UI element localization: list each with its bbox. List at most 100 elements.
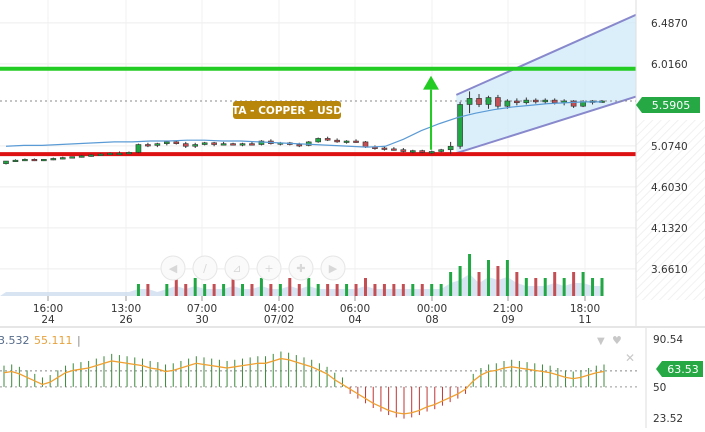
volume-bar xyxy=(146,284,150,296)
time-label: 00:00 xyxy=(417,303,447,315)
candle-body xyxy=(164,141,170,144)
candle xyxy=(88,154,94,157)
candle xyxy=(258,140,265,146)
candle-body xyxy=(3,160,9,164)
volume-bar xyxy=(562,278,566,296)
up-arrow-icon[interactable] xyxy=(423,75,439,90)
add-draw-icon[interactable]: + xyxy=(264,262,273,275)
candle-body xyxy=(532,99,539,103)
volume-bar xyxy=(212,284,216,296)
time-label: 21:00 xyxy=(493,303,523,315)
draw-shape-icon[interactable]: ⊿ xyxy=(232,262,241,275)
candle xyxy=(182,141,189,148)
candle-body xyxy=(485,97,492,105)
date-label: 30 xyxy=(195,314,208,326)
chart-title: TA - COPPER - USD xyxy=(232,105,342,117)
candle xyxy=(154,142,161,148)
volume-bar xyxy=(231,278,235,296)
candle xyxy=(78,154,85,158)
volume-bar xyxy=(297,284,301,296)
volume-bar xyxy=(288,278,292,296)
add-draw-button[interactable]: + xyxy=(256,255,282,281)
candle xyxy=(230,142,236,146)
date-label: 24 xyxy=(41,314,55,326)
toolbar-circle xyxy=(192,255,218,281)
price-axis-label: 5.0740 xyxy=(651,141,688,153)
toolbar-circle xyxy=(160,255,186,281)
candle-body xyxy=(343,140,350,143)
candle xyxy=(532,98,539,104)
candle-body xyxy=(41,159,47,162)
close-icon[interactable]: ✕ xyxy=(625,351,635,365)
candle-body xyxy=(145,144,151,147)
volume-bar xyxy=(363,278,367,296)
volume-bar xyxy=(477,272,481,296)
channel-lower-line[interactable] xyxy=(456,95,637,155)
candle-body xyxy=(419,150,426,153)
candle xyxy=(343,140,350,144)
volume-bar xyxy=(250,284,254,296)
chevron-left-button[interactable]: ◀ xyxy=(160,255,186,281)
heart-icon[interactable]: ♥ xyxy=(612,334,622,347)
date-label: 26 xyxy=(119,314,133,326)
candle-body xyxy=(438,149,444,152)
volume-bar xyxy=(401,284,405,296)
candle xyxy=(22,158,28,162)
candle xyxy=(69,156,76,159)
axis-hatch xyxy=(636,120,705,300)
add-indicator-button[interactable]: ✚ xyxy=(288,255,314,281)
last-price-badge: 5.5905 xyxy=(636,97,700,113)
volume-bar xyxy=(174,278,178,296)
volume-bar xyxy=(307,278,311,296)
candle-body xyxy=(182,143,189,147)
candle xyxy=(192,142,199,148)
chevron-right-icon[interactable]: ▶ xyxy=(329,262,338,275)
candle-body xyxy=(78,155,85,158)
draw-line-icon[interactable]: ∕ xyxy=(203,262,207,275)
chevron-down-icon[interactable]: ▼ xyxy=(597,336,605,347)
trend-channel[interactable] xyxy=(456,14,636,154)
volume-bar xyxy=(326,284,330,296)
time-label: 16:00 xyxy=(33,303,63,315)
candle-body xyxy=(476,98,482,105)
draw-shape-button[interactable]: ⊿ xyxy=(224,255,250,281)
candle xyxy=(476,94,482,108)
candle xyxy=(145,142,151,148)
candle-body xyxy=(220,143,227,146)
candle-body xyxy=(447,145,454,151)
draw-line-button[interactable]: ∕ xyxy=(192,255,218,281)
candle-body xyxy=(504,100,511,107)
indicator-last-value: 63.53 xyxy=(667,363,699,376)
candle xyxy=(409,149,416,154)
chevron-right-button[interactable]: ▶ xyxy=(320,255,346,281)
candle xyxy=(107,152,113,156)
candle-body xyxy=(324,138,331,141)
candle-body xyxy=(523,99,530,104)
candle xyxy=(419,149,426,154)
candle-body xyxy=(391,148,397,151)
price-axis-label: 6.0160 xyxy=(651,59,688,71)
moving-average-line xyxy=(5,101,602,148)
price-axis-label: 4.1320 xyxy=(651,223,688,235)
volume-bar xyxy=(449,272,453,296)
volume-bar xyxy=(165,284,169,296)
volume-bar xyxy=(354,284,358,296)
time-label: 13:00 xyxy=(111,303,141,315)
candle xyxy=(3,160,9,165)
candle xyxy=(428,150,435,155)
add-indicator-icon[interactable]: ✚ xyxy=(296,262,305,275)
indicator-axis-label: 90.54 xyxy=(653,334,683,346)
candle xyxy=(315,137,321,143)
main-plot-area[interactable] xyxy=(0,0,636,296)
channel-upper-line[interactable] xyxy=(455,13,637,96)
volume-bar xyxy=(345,284,349,296)
candle xyxy=(447,141,454,155)
candle-body xyxy=(230,143,236,146)
candle xyxy=(220,141,227,146)
candle-body xyxy=(296,144,303,147)
chevron-left-icon[interactable]: ◀ xyxy=(169,262,178,275)
candle-body xyxy=(249,143,255,146)
candle-body xyxy=(22,159,28,162)
volume-bar xyxy=(203,284,207,296)
